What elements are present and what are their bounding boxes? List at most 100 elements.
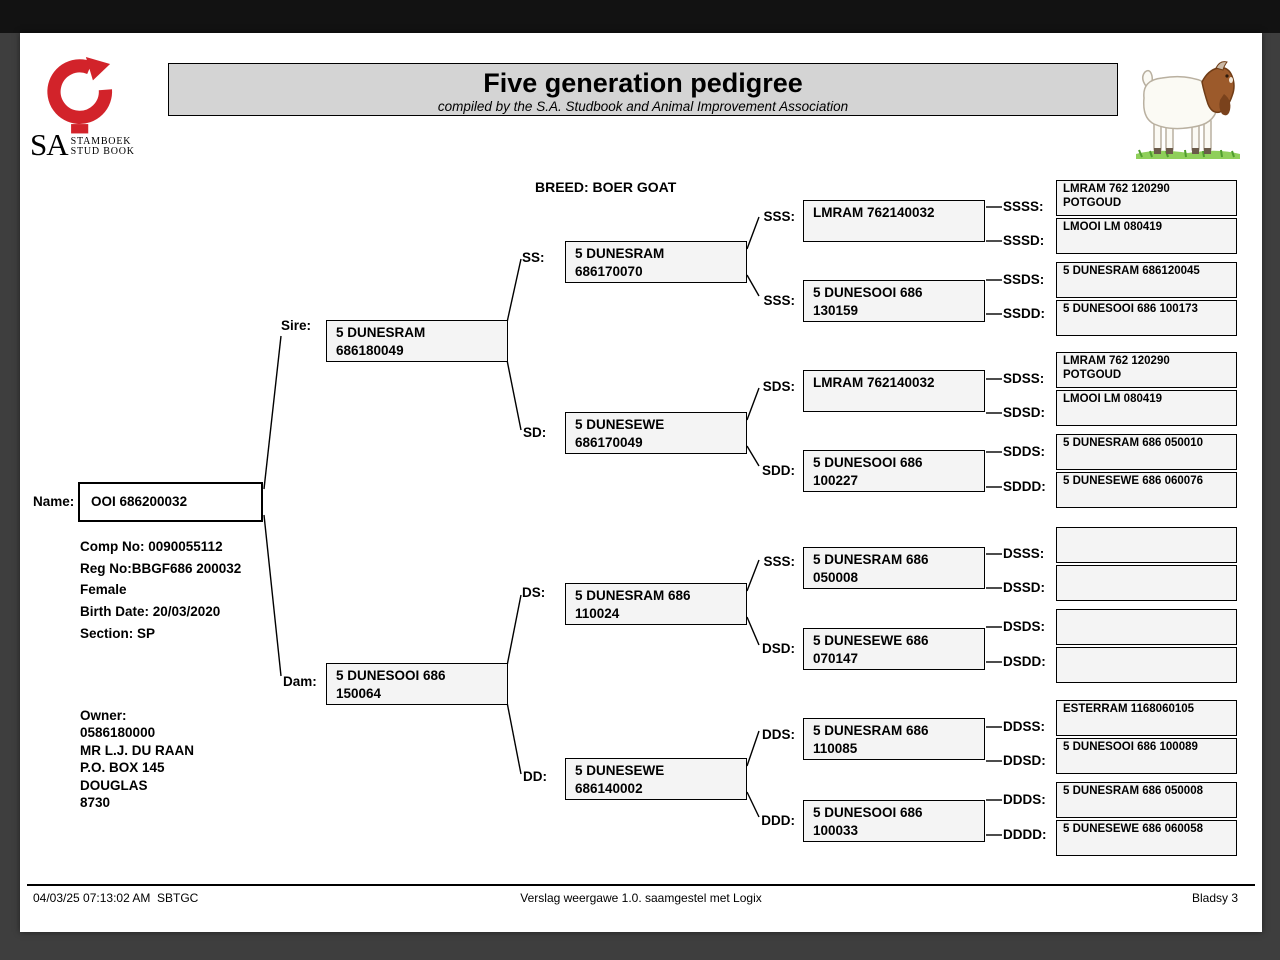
animal-line: 130159 (813, 303, 859, 318)
animal-line: LMRAM 762 120290 (1063, 183, 1170, 195)
window-top-bar (0, 0, 1280, 33)
animal-line: 5 DUNESOOI 686 100173 (1063, 303, 1198, 315)
label-dam: Dam: (283, 674, 317, 689)
label-dsdd: DSDD: (1003, 654, 1046, 669)
pedigree-box-ssds: 5 DUNESRAM 686120045 (1056, 262, 1237, 298)
detail-section: Section: SP (80, 625, 156, 641)
pedigree-box-dssd (1056, 565, 1237, 601)
animal-line: 5 DUNESEWE (575, 417, 665, 432)
owner-address2: DOUGLAS (80, 777, 148, 793)
animal-line: 5 DUNESOOI 686 (336, 668, 446, 683)
pedigree-box-dddd: 5 DUNESEWE 686 060058 (1056, 820, 1237, 856)
detail-birth-date: Birth Date: 20/03/2020 (80, 604, 221, 620)
pedigree-box-sd: 5 DUNESEWE 686170049 (565, 412, 747, 454)
animal-line: 5 DUNESOOI 686 (813, 285, 923, 300)
label-sdds: SDDS: (1003, 444, 1046, 459)
pedigree-box-dd: 5 DUNESEWE 686140002 (565, 758, 747, 800)
pedigree-box-ddd: 5 DUNESOOI 686 100033 (803, 800, 985, 842)
pedigree-box-ddds: 5 DUNESRAM 686 050008 (1056, 782, 1237, 818)
label-ddds: DDDS: (1003, 792, 1046, 807)
pedigree-box-sdss: LMRAM 762 120290 POTGOUD (1056, 352, 1237, 388)
animal-line: 686170049 (575, 435, 643, 450)
pedigree-box-sss-2: 5 DUNESOOI 686 130159 (803, 280, 985, 322)
pedigree-box-sddd: 5 DUNESEWE 686 060076 (1056, 472, 1237, 508)
animal-line: LMRAM 762140032 (813, 375, 935, 390)
footer-page-number: Bladsy 3 (1191, 891, 1238, 905)
pedigree-box-dds: 5 DUNESRAM 686 110085 (803, 718, 985, 760)
pedigree-box-sdd: 5 DUNESOOI 686 100227 (803, 450, 985, 492)
animal-line: ESTERRAM 1168060105 (1063, 703, 1195, 715)
label-sds: SDS: (762, 379, 795, 394)
label-sdd: SDD: (762, 463, 795, 478)
animal-line: LMRAM 762140032 (813, 205, 935, 220)
animal-line: 110085 (813, 741, 858, 756)
studbook-logo-icon (47, 57, 113, 134)
animal-line: 5 DUNESRAM 686 050008 (1063, 785, 1203, 797)
subject-details: Comp No: 0090055112 Reg No:BBGF686 20003… (80, 536, 241, 645)
label-ssds: SSDS: (1003, 272, 1045, 287)
pedigree-box-sire: 5 DUNESRAM 686180049 (326, 320, 508, 362)
animal-line: 110024 (575, 606, 620, 621)
label-ds: DS: (522, 585, 546, 600)
label-dddd: DDDD: (1003, 827, 1047, 842)
subject-name-box: OOI 686200032 (78, 482, 263, 522)
pedigree-box-dam: 5 DUNESOOI 686 150064 (326, 663, 508, 705)
owner-number: 0586180000 (80, 725, 156, 741)
animal-line: 5 DUNESRAM (575, 246, 665, 261)
animal-line: 5 DUNESRAM (336, 325, 426, 340)
animal-line: 5 DUNESRAM 686 (575, 588, 691, 603)
name-label: Name: (33, 494, 75, 509)
pedigree-box-ssdd: 5 DUNESOOI 686 100173 (1056, 300, 1237, 336)
label-ssss: SSSS: (1003, 199, 1044, 214)
pedigree-box-ssss: LMRAM 762 120290 POTGOUD (1056, 180, 1237, 216)
logo-org-line1: STAMBOEK (70, 136, 132, 147)
footer-version-note: Verslag weergawe 1.0. saamgestel met Log… (520, 891, 762, 905)
label-sss-2: SSS: (763, 293, 795, 308)
pedigree-box-ss: 5 DUNESRAM 686170070 (565, 241, 747, 283)
pedigree-box-sdds: 5 DUNESRAM 686 050010 (1056, 434, 1237, 470)
animal-line: 5 DUNESRAM 686120045 (1063, 265, 1200, 277)
label-sd: SD: (523, 425, 547, 440)
pedigree-box-sdsd: LMOOI LM 080419 (1056, 390, 1237, 426)
animal-line: POTGOUD (1063, 368, 1122, 381)
footer-datetime: 04/03/25 07:13:02 AM (33, 891, 151, 905)
owner-address1: P.O. BOX 145 (80, 760, 165, 776)
owner-name: MR L.J. DU RAAN (80, 742, 194, 758)
pedigree-box-dss: 5 DUNESRAM 686 050008 (803, 547, 985, 589)
animal-line: 5 DUNESOOI 686 (813, 805, 923, 820)
animal-line: LMOOI LM 080419 (1063, 221, 1163, 233)
animal-line: 050008 (813, 570, 859, 585)
label-sssd: SSSD: (1003, 233, 1045, 248)
pedigree-box-dsss (1056, 527, 1237, 563)
footer-divider (27, 884, 1255, 886)
footer-system-code: SBTGC (157, 891, 199, 905)
animal-line: 5 DUNESOOI 686 100089 (1063, 741, 1198, 753)
animal-line: 5 DUNESEWE 686 (813, 633, 929, 648)
page-title: Five generation pedigree (483, 68, 803, 98)
label-dsd: DSD: (762, 641, 795, 656)
detail-comp-no: Comp No: 0090055112 (80, 539, 223, 554)
pedigree-box-sds: LMRAM 762140032 (803, 370, 985, 412)
detail-sex: Female (80, 582, 127, 598)
pedigree-box-ddss: ESTERRAM 1168060105 (1056, 700, 1237, 736)
label-ddsd: DDSD: (1003, 753, 1046, 768)
pedigree-box-sss-1: LMRAM 762140032 (803, 200, 985, 242)
pedigree-box-dsds (1056, 609, 1237, 645)
animal-line: POTGOUD (1063, 196, 1122, 209)
goat-icon (1136, 61, 1240, 159)
animal-line: 5 DUNESOOI 686 (813, 455, 923, 470)
pedigree-box-dsd: 5 DUNESEWE 686 070147 (803, 628, 985, 670)
pedigree-box-ddsd: 5 DUNESOOI 686 100089 (1056, 738, 1237, 774)
animal-line: LMRAM 762 120290 (1063, 355, 1170, 367)
owner-block: Owner: 0586180000 MR L.J. DU RAAN P.O. B… (80, 707, 194, 811)
label-sdss: SDSS: (1003, 371, 1045, 386)
title-banner: Five generation pedigree compiled by the… (168, 63, 1118, 116)
owner-heading: Owner: (80, 708, 127, 723)
animal-line: 5 DUNESEWE 686 060076 (1063, 475, 1203, 487)
animal-line: 686170070 (575, 264, 643, 279)
label-dds: DDS: (762, 727, 795, 742)
label-dsds: DSDS: (1003, 619, 1046, 634)
label-ddd: DDD: (761, 813, 795, 828)
label-dsss: DSSS: (1003, 546, 1045, 561)
label-sdsd: SDSD: (1003, 405, 1046, 420)
